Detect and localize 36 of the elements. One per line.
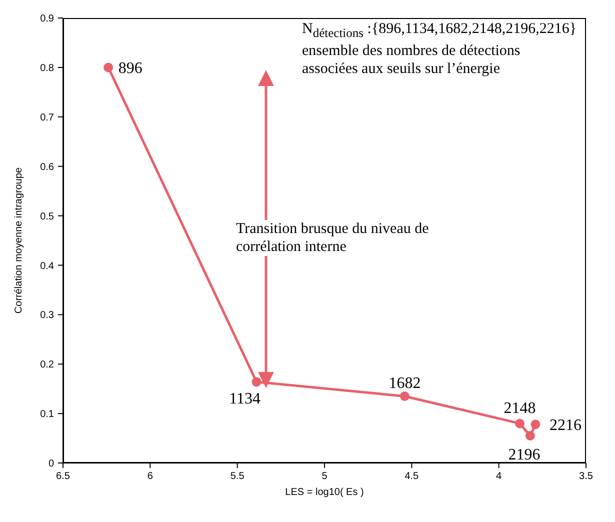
annotation: 896: [118, 60, 142, 78]
y-tick-label: 0.2: [40, 360, 54, 371]
y-tick-label: 0.5: [40, 211, 54, 222]
y-tick-label: 0.6: [40, 162, 54, 173]
x-tick-label: 5.5: [230, 471, 245, 482]
annotation: 2216: [549, 417, 582, 434]
point: [104, 62, 114, 72]
x-tick-label: 6: [147, 471, 154, 482]
y-tick-label: 0.1: [40, 409, 54, 420]
annotation: 1682: [388, 374, 421, 392]
point: [530, 420, 540, 430]
annotation: ensemble des nombres de détections: [302, 42, 522, 60]
point: [252, 377, 262, 387]
y-tick-label: 0.8: [40, 62, 54, 74]
x-tick-label: 5: [322, 471, 328, 482]
x-axis-title: LES = log10( Es ): [285, 487, 364, 498]
annotation: Transition brusque du niveau de: [236, 220, 429, 238]
y-tick-label: 0: [48, 458, 54, 470]
annotation: 2148: [504, 400, 536, 418]
annotation: N$_{détections}$ :{896,1134,1682,2148,2196,2216}: [302, 20, 577, 42]
y-tick-label: 0.3: [40, 310, 54, 322]
x-tick-label: 3.5: [579, 471, 594, 482]
point: [525, 431, 535, 441]
annotation: associées aux seuils sur l’énergie: [302, 60, 501, 78]
annotation: 2196: [508, 446, 540, 464]
point: [515, 418, 525, 428]
annotation: 1134: [229, 390, 261, 408]
y-tick-label: 0.4: [40, 260, 54, 272]
y-tick-label: 0.9: [40, 14, 54, 25]
point: [400, 392, 410, 401]
annotation: corrélation interne: [236, 238, 348, 256]
x-tick-label: 4.5: [404, 471, 420, 482]
y-tick-label: 0.7: [40, 112, 54, 124]
y-axis-title: Corrélation moyenne intragroupe: [14, 166, 25, 314]
x-tick-label: 6.5: [56, 471, 70, 482]
x-tick-label: 4: [496, 471, 502, 482]
